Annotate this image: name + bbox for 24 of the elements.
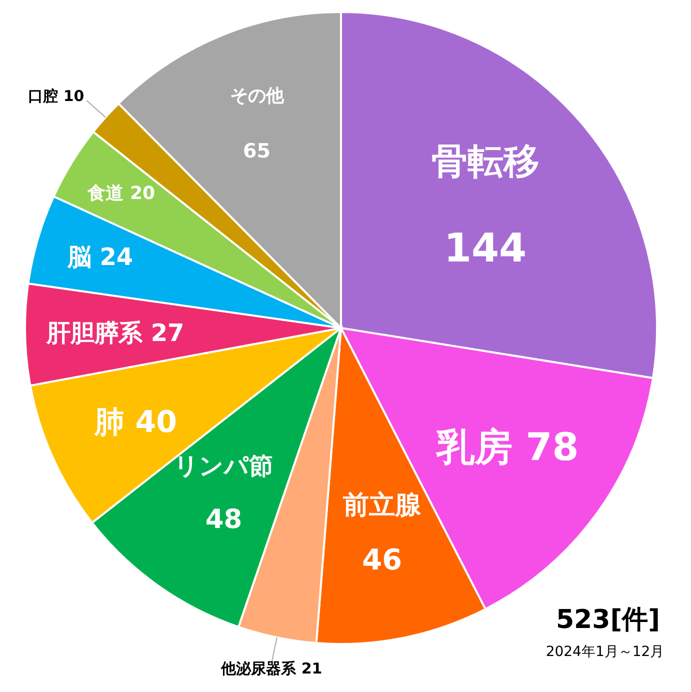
data-label: 40 (135, 404, 177, 440)
slice-label: 肺 (94, 404, 125, 440)
data-label: 21 (301, 659, 322, 678)
slice-label: 前立腺 (342, 490, 422, 521)
slice-label: 乳房 (435, 425, 512, 470)
slice-label: 骨転移 (431, 142, 540, 183)
data-label: 78 (526, 425, 579, 470)
slice-label: 脳 (66, 243, 92, 272)
slice-label: その他 (230, 86, 285, 107)
data-label: 46 (362, 542, 402, 577)
slice-label: リンパ節 (174, 452, 274, 480)
slice-label: 他泌尿器系 (220, 659, 298, 678)
data-label: 27 (150, 319, 184, 348)
data-label: 20 (130, 182, 156, 204)
slice-label: 食道 (86, 182, 124, 204)
data-label: 144 (444, 226, 527, 272)
slice-label: 肝胆膵系 (45, 319, 144, 348)
slice-label: 口腔 (28, 87, 58, 106)
text: 523[件] (556, 605, 660, 635)
data-label: 48 (205, 504, 242, 536)
data-label: 10 (63, 87, 84, 106)
text: 2024年1月～12月 (546, 644, 664, 660)
data-label: 24 (100, 243, 134, 272)
data-label: 65 (243, 140, 271, 163)
